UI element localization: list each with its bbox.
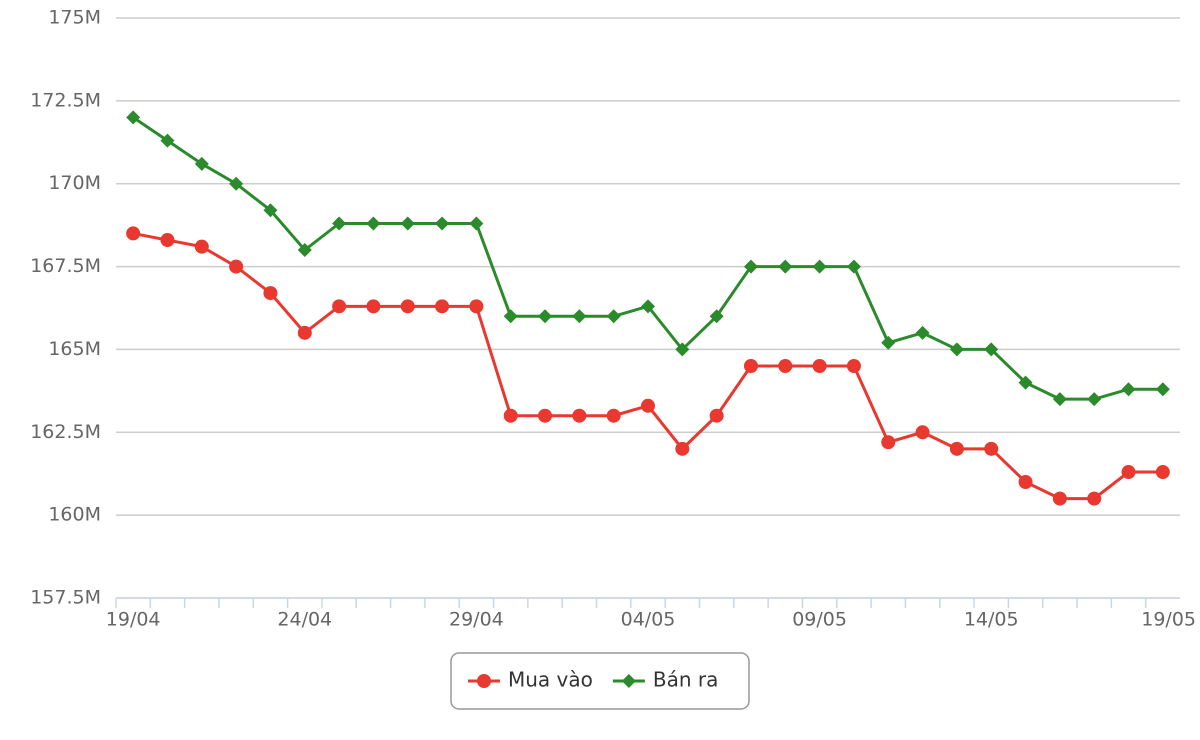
point	[1121, 465, 1136, 480]
point	[1155, 465, 1170, 480]
point	[469, 216, 484, 231]
point	[743, 359, 758, 373]
point	[1018, 375, 1033, 390]
y-tick-label: 172.5M	[30, 89, 101, 111]
point	[469, 299, 484, 314]
point	[126, 110, 141, 125]
legend-label: Bán ra	[653, 668, 719, 692]
point	[332, 299, 347, 314]
x-tick-label: 04/05	[621, 609, 676, 631]
point	[435, 299, 450, 314]
point	[984, 441, 999, 456]
legend-box	[450, 652, 750, 710]
point	[538, 408, 553, 423]
point	[641, 299, 655, 314]
point	[1018, 475, 1033, 489]
point	[621, 674, 636, 688]
x-tick-label: 19/04	[106, 609, 161, 631]
point	[435, 216, 450, 231]
point	[641, 398, 655, 413]
point	[126, 226, 141, 241]
y-tick-label: 157.5M	[30, 587, 101, 609]
point	[194, 239, 209, 254]
point	[984, 342, 999, 357]
point	[400, 216, 415, 231]
point	[1087, 392, 1102, 407]
point	[229, 176, 244, 191]
point	[915, 325, 930, 340]
point	[778, 259, 793, 274]
point	[709, 408, 724, 423]
point	[332, 216, 347, 231]
y-tick-label: 160M	[48, 504, 101, 526]
point	[606, 408, 621, 423]
point	[812, 359, 827, 373]
x-tick-label: 14/05	[964, 609, 1019, 631]
point	[503, 309, 518, 324]
point	[160, 233, 175, 248]
x-tick-label: 29/04	[449, 609, 504, 631]
point	[366, 299, 381, 314]
point	[846, 359, 861, 373]
point	[812, 259, 827, 274]
point	[572, 309, 587, 324]
point	[477, 674, 491, 688]
point	[400, 299, 415, 314]
point	[263, 286, 278, 301]
point	[949, 441, 964, 456]
point	[1155, 382, 1170, 397]
point	[915, 425, 930, 440]
point	[1052, 491, 1067, 506]
point	[881, 335, 896, 350]
legend-label: Mua vào	[508, 668, 593, 692]
point	[538, 309, 553, 324]
y-tick-label: 165M	[48, 338, 101, 360]
point	[297, 243, 312, 257]
point	[1052, 392, 1067, 407]
point	[949, 342, 964, 357]
point	[675, 441, 690, 456]
point	[1087, 491, 1102, 506]
y-tick-label: 167.5M	[30, 255, 101, 277]
point	[194, 156, 209, 171]
point	[743, 259, 758, 274]
x-tick-label: 19/05	[1141, 609, 1196, 631]
point	[572, 408, 587, 423]
x-tick-label: 24/04	[277, 609, 332, 631]
point	[263, 203, 278, 218]
point	[778, 359, 793, 373]
point	[366, 216, 381, 231]
x-tick-label: 09/05	[792, 609, 847, 631]
point	[297, 325, 312, 340]
point	[1121, 382, 1136, 397]
y-tick-label: 175M	[48, 7, 101, 29]
point	[160, 133, 175, 148]
y-tick-label: 162.5M	[30, 421, 101, 443]
point	[709, 309, 724, 324]
point	[881, 435, 896, 450]
point	[846, 259, 861, 274]
y-tick-label: 170M	[48, 172, 101, 194]
series-line	[132, 116, 1163, 401]
point	[606, 309, 621, 324]
point	[229, 259, 244, 274]
point	[675, 342, 690, 357]
point	[503, 408, 518, 423]
